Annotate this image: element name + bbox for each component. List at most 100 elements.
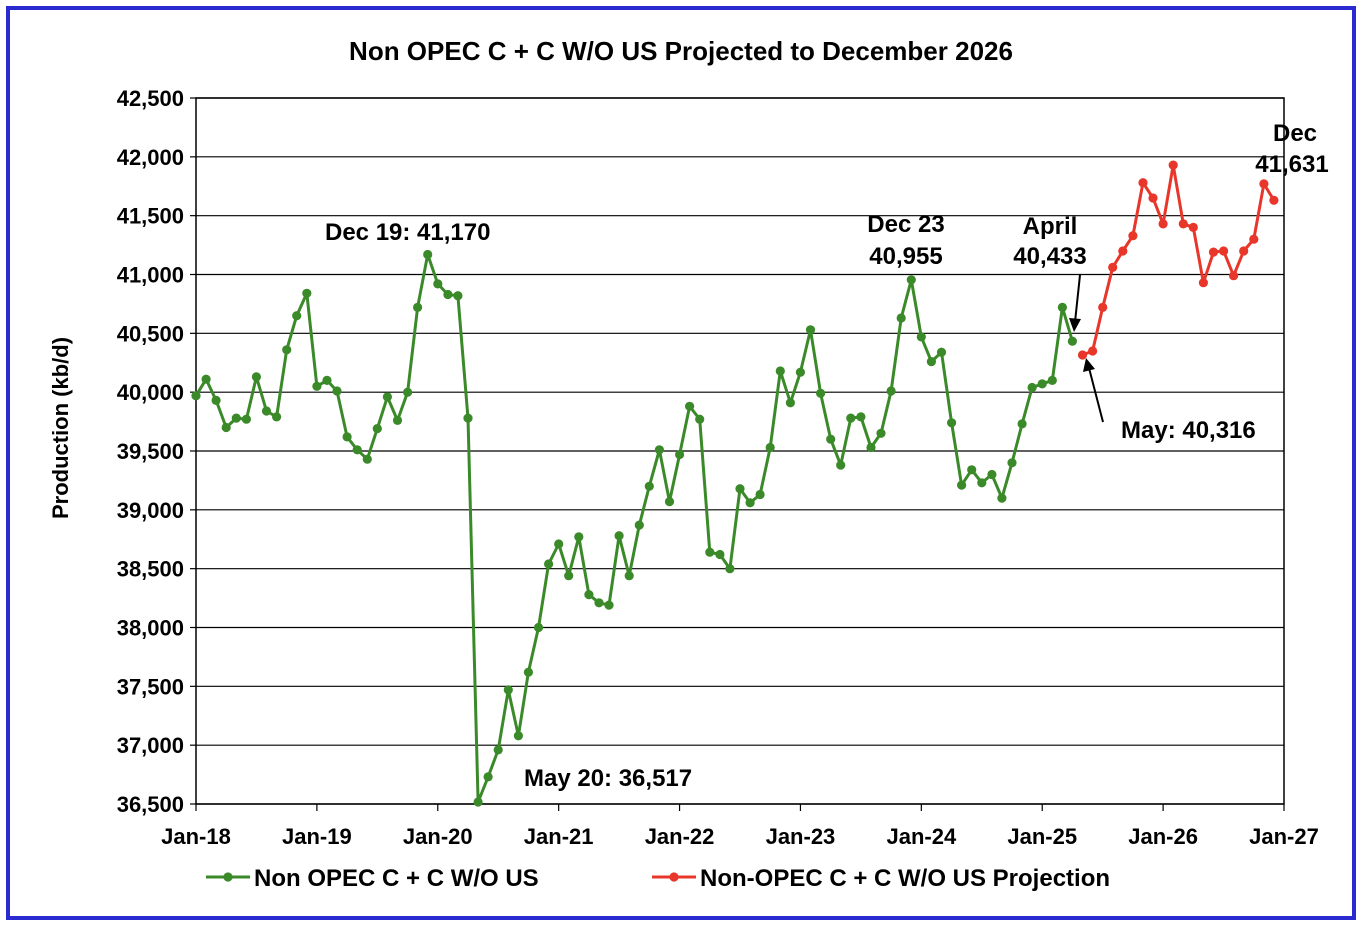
y-tick-label: 41,000: [117, 263, 184, 288]
data-point: [362, 454, 372, 464]
data-point: [947, 418, 957, 428]
data-point: [836, 460, 846, 470]
data-point: [1057, 302, 1067, 312]
y-tick-label: 41,500: [117, 204, 184, 229]
legend-label: Non-OPEC C + C W/O US Projection: [700, 865, 1110, 892]
data-point: [987, 469, 997, 480]
data-point: [896, 313, 906, 323]
data-point: [1138, 178, 1148, 188]
data-point: [826, 434, 836, 444]
data-point: [533, 622, 544, 633]
annotation-may-arrow: [1088, 367, 1104, 423]
data-point: [191, 391, 201, 401]
data-point: [755, 489, 765, 500]
data-point: [1108, 262, 1118, 272]
data-point: [1098, 302, 1108, 312]
data-point: [554, 539, 564, 549]
annotations: Dec 19: 41,170 May 20: 36,517 Dec 23 40,…: [325, 120, 1329, 792]
annotation-april-arrowhead: [1069, 318, 1081, 332]
data-point: [685, 401, 695, 411]
data-point: [463, 413, 473, 423]
data-point: [453, 291, 463, 301]
data-point: [382, 392, 392, 402]
data-point: [795, 367, 806, 377]
data-point: [936, 347, 947, 357]
annotation-dec-value: 41,631: [1255, 151, 1328, 178]
data-point: [715, 549, 725, 560]
x-axis: Jan-18 Jan-19 Jan-20 Jan-21 Jan-22 Jan-23 Jan-…: [161, 804, 1319, 849]
data-point: [725, 564, 735, 574]
y-tick-label: 40,500: [117, 321, 184, 346]
data-point: [735, 484, 745, 494]
data-point: [1229, 271, 1239, 281]
data-point: [967, 465, 977, 475]
annotation-dec23-value: 40,955: [869, 243, 942, 270]
y-axis-label: Production (kb/d): [48, 337, 73, 519]
data-point: [664, 497, 675, 507]
data-point: [352, 445, 362, 455]
data-point: [604, 600, 614, 610]
data-point: [916, 332, 926, 342]
y-tick-label: 42,500: [117, 86, 184, 111]
y-tick-label: 38,500: [117, 557, 184, 582]
data-point: [201, 374, 211, 384]
data-point: [292, 311, 302, 321]
data-point: [1198, 278, 1208, 288]
data-point: [272, 412, 282, 422]
data-point: [816, 388, 826, 398]
data-point: [1017, 419, 1027, 429]
data-point: [745, 498, 755, 508]
data-point: [211, 395, 221, 405]
annotation-dec-label: Dec: [1273, 120, 1317, 147]
data-point: [1088, 346, 1098, 356]
data-point: [1168, 160, 1178, 170]
x-tick-label: Jan-27: [1249, 824, 1319, 849]
data-point: [332, 386, 342, 396]
x-tick-label: Jan-23: [766, 824, 836, 849]
data-point: [564, 571, 574, 581]
annotation-may: May: 40,316: [1121, 417, 1256, 444]
data-point: [231, 413, 241, 423]
data-point: [906, 275, 916, 285]
y-tick-label: 39,000: [117, 498, 184, 523]
annotation-dec19: Dec 19: 41,170: [325, 219, 490, 246]
data-point: [1249, 234, 1259, 244]
data-point: [493, 745, 503, 755]
series-1: [1077, 160, 1279, 360]
data-point: [695, 414, 705, 424]
data-point: [574, 532, 584, 542]
series-line: [194, 253, 1074, 804]
y-tick-label: 37,500: [117, 674, 184, 699]
data-point: [856, 412, 866, 422]
data-point: [544, 559, 554, 569]
data-point: [241, 414, 251, 424]
y-tick-label: 39,500: [117, 439, 184, 464]
y-tick-label: 42,000: [117, 145, 184, 170]
data-point: [1067, 336, 1077, 346]
data-point: [1178, 219, 1188, 229]
x-tick-label: Jan-18: [161, 824, 231, 849]
data-point: [957, 480, 967, 490]
data-point: [1239, 246, 1249, 256]
data-point: [403, 387, 413, 397]
x-tick-label: Jan-25: [1007, 824, 1077, 849]
data-point: [675, 449, 685, 460]
data-point: [634, 520, 644, 530]
data-point: [261, 406, 272, 416]
data-point: [433, 279, 443, 289]
data-point: [1077, 350, 1088, 360]
x-tick-label: Jan-20: [403, 824, 473, 849]
annotation-april-label: April: [1023, 213, 1078, 240]
data-point: [785, 398, 796, 408]
data-point: [282, 345, 292, 355]
x-tick-label: Jan-26: [1128, 824, 1198, 849]
legend-marker: [669, 872, 679, 882]
data-point: [1269, 195, 1279, 205]
data-point: [846, 413, 856, 423]
y-axis: 36,500 37,000 37,500 38,000 38,500 39,000 39,5…: [117, 86, 196, 817]
data-point: [413, 302, 423, 312]
data-point: [805, 325, 816, 335]
data-point: [1219, 246, 1229, 256]
data-point: [1037, 379, 1047, 389]
data-point: [594, 598, 604, 608]
